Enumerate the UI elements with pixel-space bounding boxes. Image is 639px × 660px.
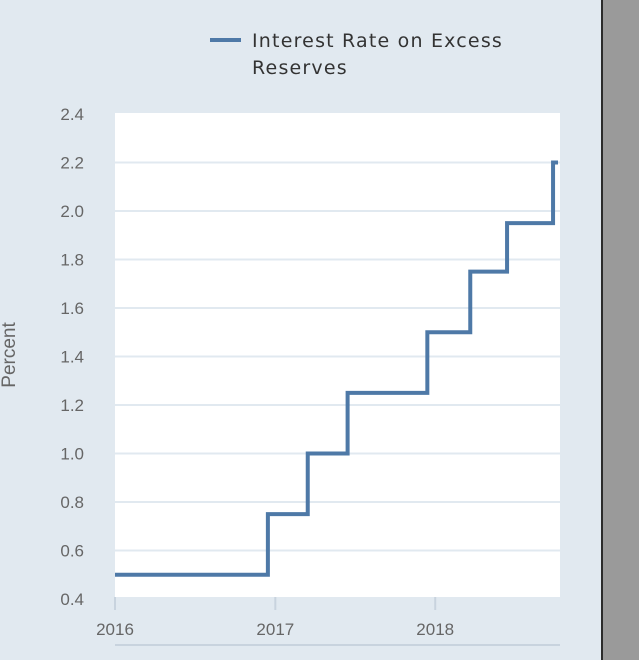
y-tick-label: 0.8 [60, 493, 84, 512]
y-axis-label: Percent [0, 322, 20, 388]
gridlines [115, 161, 560, 552]
x-tick-label: 2017 [256, 620, 294, 639]
y-tick-label: 1.6 [60, 299, 84, 318]
legend-swatch [210, 38, 241, 42]
side-panel-divider [601, 0, 639, 660]
y-tick-label: 2.2 [60, 154, 84, 173]
series-line [115, 160, 558, 577]
y-tick-label: 1.2 [60, 396, 84, 415]
y-tick-label: 0.4 [60, 590, 84, 609]
y-tick-label: 2.0 [60, 202, 84, 221]
y-tick-label: 1.8 [60, 251, 84, 270]
plot-area [115, 113, 560, 597]
x-tick-label: 2016 [96, 620, 134, 639]
y-axis-ticks: 0.4 0.6 0.8 1.0 1.2 1.4 1.6 1.8 2.0 2.2 2.4 [60, 105, 84, 609]
series-group [115, 160, 558, 577]
x-tick-label: 2018 [416, 620, 454, 639]
legend-label: Interest Rate on Excess Reserves [252, 30, 504, 79]
y-tick-label: 2.4 [60, 105, 84, 124]
x-axis-ticks: 2016 2017 2018 [96, 597, 454, 639]
y-tick-label: 1.0 [60, 445, 84, 464]
y-tick-label: 0.6 [60, 542, 84, 561]
y-tick-label: 1.4 [60, 348, 84, 367]
